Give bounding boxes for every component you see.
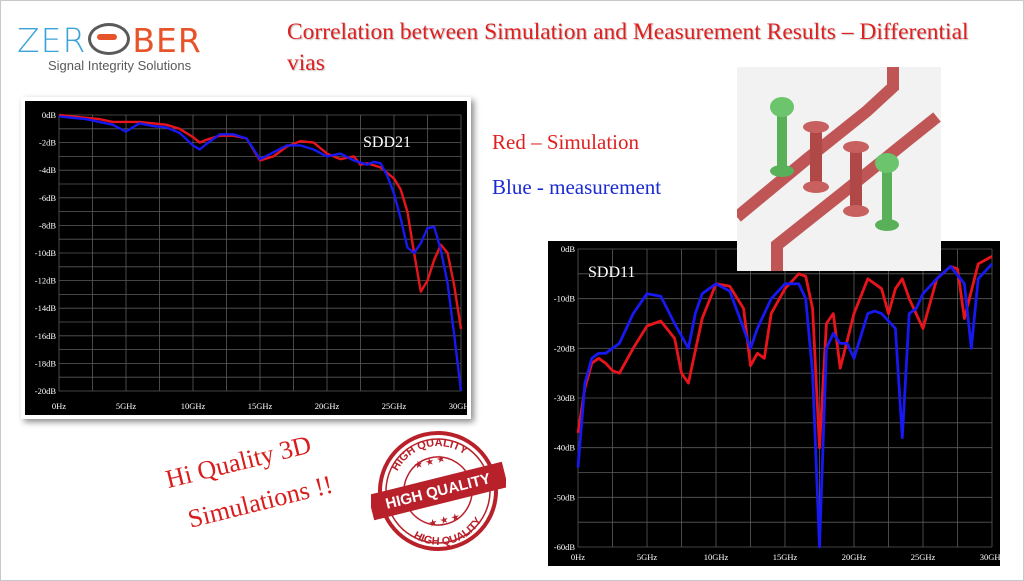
slide-title: Correlation between Simulation and Measu… [287,19,969,76]
logo-suffix: BER [132,21,202,60]
sdd21-y-tick-label: -20dB [35,386,57,396]
sdd21-y-tick-label: -10dB [35,248,57,258]
sdd11-y-tick-label: -60dB [554,542,576,552]
sdd21-x-tick-label: 15GHz [248,401,273,411]
sdd11-x-tick-label: 20GHz [842,552,867,562]
logo-ring-icon [88,23,131,55]
sdd11-chart: 0Hz 5GHz 10GHz 15GHz 20GHz 25GHz 30GHz 0dB -10dB… [548,241,1000,566]
sdd11-y-tick-label: -10dB [554,294,576,304]
hq-caption: Hi Quality 3D Simulations !! [161,420,338,544]
sdd21-x-tick-label: 10GHz [181,401,206,411]
logo-prefix: ZER [17,21,87,60]
sdd11-x-tick-label: 5GHz [637,552,658,562]
sdd11-y-tick-label: -20dB [554,343,576,353]
sdd21-y-tick-label: 0dB [42,110,57,120]
sdd11-chart-title: SDD11 [588,264,635,281]
sdd11-y-tick-label: -40dB [554,443,576,453]
sdd21-x-tick-label: 20GHz [315,401,340,411]
zerober-logo: ZER BER [17,21,202,60]
sdd21-x-tick-label: 5GHz [116,401,137,411]
sdd21-x-tick-label: 0Hz [52,401,66,411]
sdd21-chart-title: SDD21 [363,134,411,151]
sdd21-y-tick-label: -14dB [35,303,57,313]
sdd11-simulation-line [576,255,993,450]
sdd11-x-tick-label: 30GHz [980,552,1000,562]
sdd21-y-tick-label: -8dB [39,220,56,230]
sdd21-y-tick-label: -12dB [35,276,57,286]
sdd11-y-tick-label: -50dB [554,492,576,502]
sdd21-y-tick-label: -18dB [35,358,57,368]
sdd11-x-tick-label: 10GHz [704,552,729,562]
sdd11-x-tick-label: 15GHz [773,552,798,562]
legend-measurement: Blue - measurement [492,175,662,199]
sdd21-simulation-line [58,113,463,330]
sdd11-y-tick-label: 0dB [561,244,576,254]
svg-text:★ ★ ★: ★ ★ ★ [428,512,462,530]
legend-simulation: Red – Simulation [492,130,639,154]
svg-text:★ ★ ★: ★ ★ ★ [413,453,447,471]
differential-vias-3d-image [737,67,941,271]
sdd21-measurement-line [58,115,463,392]
sdd21-y-tick-label: -4dB [39,165,56,175]
sdd11-y-tick-label: -30dB [554,393,576,403]
sdd21-x-tick-label: 30GHz [449,401,467,411]
sdd21-y-tick-label: -6dB [39,193,56,203]
sdd21-x-tick-label: 25GHz [382,401,407,411]
sdd11-plot-background [548,241,1000,566]
sdd21-y-tick-label: -2dB [39,138,56,148]
sdd11-x-tick-label: 0Hz [571,552,585,562]
high-quality-stamp-icon: HIGH QUALITY HIGH QUALITY ★ ★ ★ ★ ★ ★ HI… [371,428,506,556]
sdd11-measurement-line [576,262,994,549]
sdd21-y-tick-label: -16dB [35,331,57,341]
logo-tagline: Signal Integrity Solutions [48,58,192,73]
sdd21-plot-background [25,101,467,415]
sdd11-x-tick-label: 25GHz [911,552,936,562]
sdd21-chart: 0Hz 5GHz 10GHz 15GHz 20GHz 25GHz 30GHz 0dB -2dB -… [25,101,467,415]
